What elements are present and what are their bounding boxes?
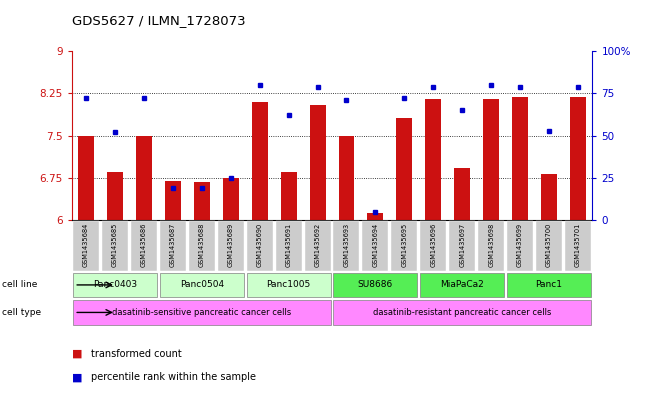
Text: ■: ■ [72,372,82,382]
Text: GSM1435699: GSM1435699 [517,222,523,267]
FancyBboxPatch shape [333,273,417,297]
FancyBboxPatch shape [160,220,186,271]
Text: GSM1435691: GSM1435691 [286,222,292,267]
Text: cell line: cell line [2,281,37,289]
Text: dasatinib-sensitive pancreatic cancer cells: dasatinib-sensitive pancreatic cancer ce… [112,308,292,317]
Text: MiaPaCa2: MiaPaCa2 [440,281,484,289]
Text: GSM1435685: GSM1435685 [112,222,118,267]
FancyBboxPatch shape [507,273,591,297]
Text: transformed count: transformed count [91,349,182,359]
Bar [367,213,383,220]
Text: SU8686: SU8686 [358,281,393,289]
Bar [512,97,528,220]
Bar [396,118,412,220]
Text: GDS5627 / ILMN_1728073: GDS5627 / ILMN_1728073 [72,15,245,28]
Text: GSM1435695: GSM1435695 [402,222,408,267]
FancyBboxPatch shape [421,220,447,271]
FancyBboxPatch shape [73,220,99,271]
FancyBboxPatch shape [507,220,533,271]
Text: GSM1435686: GSM1435686 [141,222,147,267]
FancyBboxPatch shape [333,300,591,325]
FancyBboxPatch shape [217,220,243,271]
FancyBboxPatch shape [73,300,331,325]
Bar [252,102,268,220]
Text: GSM1435701: GSM1435701 [575,222,581,267]
Bar [425,99,441,220]
FancyBboxPatch shape [333,220,359,271]
FancyBboxPatch shape [391,220,417,271]
Bar [107,172,123,220]
FancyBboxPatch shape [160,273,243,297]
Text: GSM1435690: GSM1435690 [256,222,262,267]
Text: GSM1435697: GSM1435697 [459,222,465,267]
FancyBboxPatch shape [421,273,504,297]
FancyBboxPatch shape [102,220,128,271]
Text: Panc0403: Panc0403 [93,281,137,289]
Text: GSM1435688: GSM1435688 [199,222,205,267]
Bar [78,136,94,220]
FancyBboxPatch shape [73,273,157,297]
Text: GSM1435692: GSM1435692 [314,222,320,267]
Text: Panc0504: Panc0504 [180,281,224,289]
Text: Panc1005: Panc1005 [266,281,311,289]
Text: Panc1: Panc1 [536,281,562,289]
Bar [281,172,297,220]
Bar [136,136,152,220]
Bar [310,105,326,220]
Bar [483,99,499,220]
Text: GSM1435698: GSM1435698 [488,222,494,267]
Text: GSM1435696: GSM1435696 [430,222,436,267]
FancyBboxPatch shape [565,220,591,271]
FancyBboxPatch shape [131,220,157,271]
Text: cell type: cell type [2,308,41,317]
Text: GSM1435684: GSM1435684 [83,222,89,267]
FancyBboxPatch shape [247,273,331,297]
Text: GSM1435687: GSM1435687 [170,222,176,267]
Bar [223,178,239,220]
FancyBboxPatch shape [305,220,331,271]
FancyBboxPatch shape [478,220,504,271]
Text: GSM1435694: GSM1435694 [372,222,378,267]
FancyBboxPatch shape [449,220,475,271]
Bar [165,181,181,220]
Bar [454,168,470,220]
FancyBboxPatch shape [275,220,301,271]
Text: GSM1435689: GSM1435689 [228,222,234,267]
Text: GSM1435693: GSM1435693 [344,222,350,267]
Bar [194,182,210,220]
Text: dasatinib-resistant pancreatic cancer cells: dasatinib-resistant pancreatic cancer ce… [373,308,551,317]
Bar [570,97,586,220]
FancyBboxPatch shape [247,220,273,271]
Bar [541,174,557,220]
FancyBboxPatch shape [536,220,562,271]
Text: ■: ■ [72,349,82,359]
FancyBboxPatch shape [363,220,389,271]
Text: percentile rank within the sample: percentile rank within the sample [91,372,256,382]
Bar [339,136,354,220]
FancyBboxPatch shape [189,220,215,271]
Text: GSM1435700: GSM1435700 [546,222,552,267]
